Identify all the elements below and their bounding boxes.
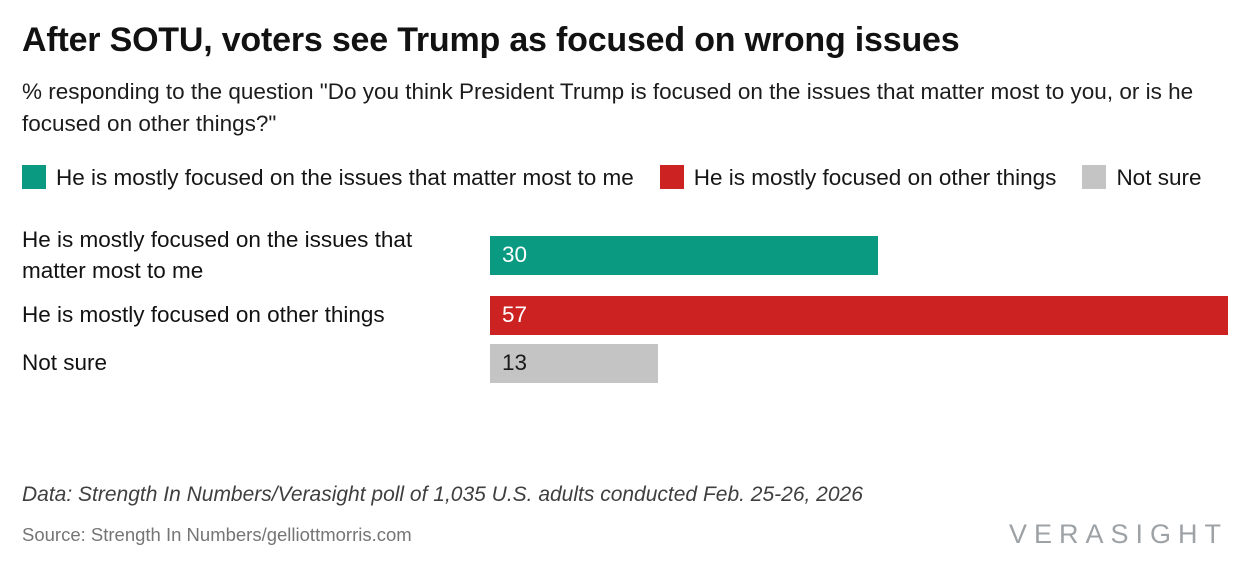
- bar-track: 13: [490, 343, 1228, 383]
- category-label: He is mostly focused on the issues that …: [22, 226, 413, 284]
- category-label: He is mostly focused on other things: [22, 302, 385, 328]
- chart-subtitle: % responding to the question "Do you thi…: [22, 78, 1194, 136]
- legend-label: He is mostly focused on other things: [693, 164, 1057, 190]
- footer-row: Source: Strength In Numbers/gelliottmorr…: [22, 519, 1228, 550]
- bar-value-label: 13: [502, 350, 528, 376]
- chart-title: After SOTU, voters see Trump as focused …: [22, 21, 960, 59]
- legend-swatch: [1082, 164, 1107, 189]
- chart-footer: Data: Strength In Numbers/Verasight poll…: [22, 483, 1228, 550]
- chart-row: He is mostly focused on other things 57: [22, 295, 1228, 335]
- legend: He is mostly focused on the issues that …: [22, 158, 1228, 198]
- verasight-logo: VERASIGHT: [1008, 519, 1228, 549]
- legend-item: He is mostly focused on other things: [659, 164, 1057, 190]
- bar: 13: [490, 343, 659, 383]
- bar-value-label: 30: [502, 242, 528, 268]
- legend-label: Not sure: [1116, 164, 1202, 190]
- bar-chart-rows: He is mostly focused on the issues that …: [22, 224, 1228, 383]
- bar: 57: [490, 295, 1228, 335]
- source-credit: Source: Strength In Numbers/gelliottmorr…: [22, 523, 412, 545]
- legend-swatch: [22, 164, 46, 189]
- legend-swatch: [659, 164, 684, 189]
- bar-track: 30: [490, 235, 1228, 275]
- bar: 30: [490, 235, 879, 275]
- chart-row: Not sure 13: [22, 343, 1228, 383]
- bar-value-label: 57: [502, 302, 528, 328]
- chart-row: He is mostly focused on the issues that …: [22, 224, 1228, 287]
- category-label: Not sure: [22, 350, 108, 376]
- bar-chart: He is mostly focused on the issues that …: [22, 224, 1228, 392]
- data-note: Data: Strength In Numbers/Verasight poll…: [22, 483, 863, 506]
- legend-label: He is mostly focused on the issues that …: [56, 164, 634, 190]
- legend-item: Not sure: [1082, 164, 1202, 190]
- legend-item: He is mostly focused on the issues that …: [22, 164, 634, 190]
- bar-track: 57: [490, 295, 1228, 335]
